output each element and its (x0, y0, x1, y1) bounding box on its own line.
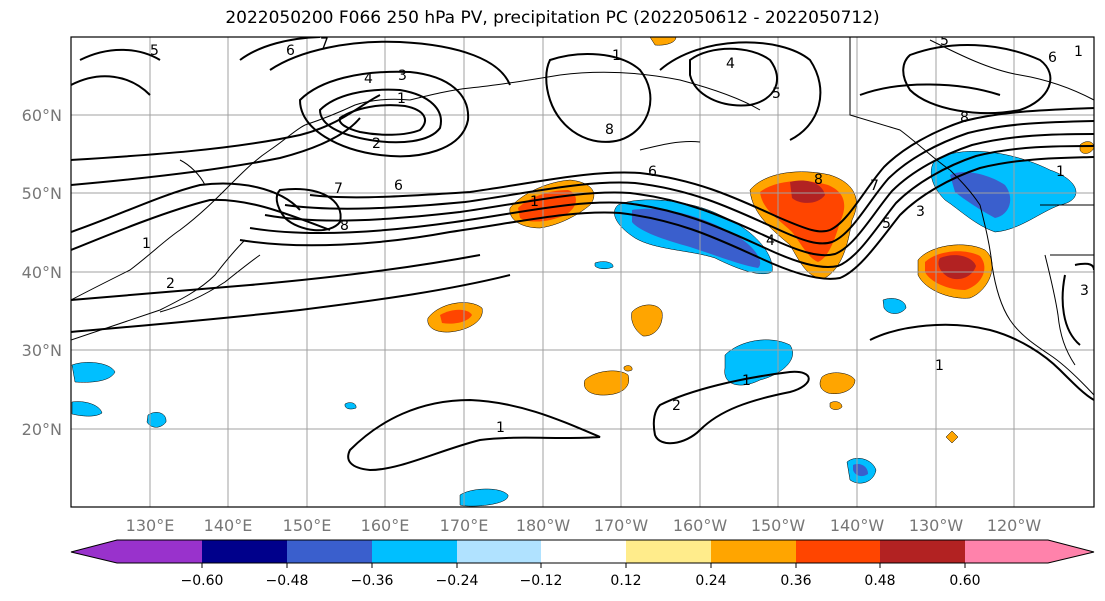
contour-label: 8 (340, 218, 349, 234)
contour-label: 5 (882, 216, 891, 232)
contour-label: 3 (916, 204, 925, 220)
contour-label: 4 (726, 56, 735, 72)
colorbar-tick-label: 0.12 (610, 573, 641, 589)
contour-label: 2 (672, 398, 681, 414)
lon-label: 160°W (673, 516, 728, 535)
colorbar-segment (880, 540, 965, 563)
lon-label: 140°E (204, 516, 253, 535)
contour-label: 1 (1056, 164, 1065, 180)
contour-label: 8 (605, 122, 614, 138)
lat-label: 30°N (22, 341, 62, 360)
lon-label: 140°W (830, 516, 885, 535)
colorbar: −0.60 −0.48 −0.36 −0.24 −0.12 0.12 0.24 … (70, 539, 1095, 589)
colorbar-segment (202, 540, 287, 563)
lon-label: 160°E (361, 516, 410, 535)
contour-label: 7 (320, 36, 329, 52)
contour-label: 6 (286, 43, 295, 59)
colorbar-tick-label: −0.60 (181, 573, 224, 589)
contour-label: 3 (398, 68, 407, 84)
contour-label: 1 (1074, 44, 1083, 60)
colorbar-tick-label: −0.24 (436, 573, 479, 589)
colorbar-segment (965, 540, 1094, 563)
colorbar-segment (796, 540, 880, 563)
lon-label: 150°W (751, 516, 806, 535)
contour-label: 1 (142, 236, 151, 252)
colorbar-tick-label: 0.36 (780, 573, 811, 589)
contour-label: 1 (935, 358, 944, 374)
colorbar-tick-label: −0.48 (266, 573, 309, 589)
graticule (71, 37, 1094, 507)
colorbar-segment (71, 540, 202, 563)
colorbar-segment (711, 540, 796, 563)
colorbar-tick-label: 0.60 (949, 573, 980, 589)
pv-contours (71, 37, 1094, 472)
colorbar-segment (626, 540, 711, 563)
contour-label: 1 (496, 420, 505, 436)
contour-label: 6 (394, 178, 403, 194)
colorbar-tick-label: −0.36 (351, 573, 394, 589)
lon-label: 170°W (594, 516, 649, 535)
contour-label: 7 (870, 178, 879, 194)
coastlines (71, 37, 1094, 396)
lon-label: 180°W (516, 516, 571, 535)
contour-label: 5 (940, 33, 949, 49)
map-frame (70, 36, 1095, 508)
contour-label: 1 (530, 194, 539, 210)
colorbar-tick-label: −0.12 (520, 573, 563, 589)
lat-label: 50°N (22, 184, 62, 203)
contour-label: 1 (397, 91, 406, 107)
contour-label: 1 (612, 48, 621, 64)
contour-label: 5 (150, 43, 159, 59)
lon-label: 120°W (987, 516, 1042, 535)
map-title: 2022050200 F066 250 hPa PV, precipitatio… (225, 8, 880, 28)
lat-label: 20°N (22, 420, 62, 439)
lon-label: 170°E (440, 516, 489, 535)
colorbar-segment (457, 540, 541, 563)
colorbar-segment (372, 540, 457, 563)
contour-label: 5 (772, 86, 781, 102)
contour-label: 4 (364, 71, 373, 87)
colorbar-segment (287, 540, 372, 563)
contour-label: 6 (1048, 50, 1057, 66)
contour-label: 2 (166, 276, 175, 292)
contour-label: 4 (766, 233, 775, 249)
colorbar-outline (70, 539, 1095, 564)
lon-label: 150°E (283, 516, 332, 535)
contour-labels: 5 6 7 4 3 1 2 6 7 8 1 2 1 4 5 8 7 1 5 3 … (142, 33, 1089, 436)
latitude-labels: 60°N 50°N 40°N 30°N 20°N (22, 106, 62, 439)
contour-label: 7 (334, 181, 343, 197)
contour-label: 3 (1080, 283, 1089, 299)
lat-label: 60°N (22, 106, 62, 125)
contour-label: 1 (742, 373, 751, 389)
contour-label: 8 (960, 110, 969, 126)
contour-label: 2 (372, 136, 381, 152)
contour-label: 8 (814, 172, 823, 188)
contour-label: 6 (648, 164, 657, 180)
lat-label: 40°N (22, 263, 62, 282)
lon-label: 130°E (126, 516, 175, 535)
colorbar-tick-label: 0.24 (695, 573, 726, 589)
colorbar-segment (541, 540, 626, 563)
lon-label: 130°W (909, 516, 964, 535)
longitude-labels: 130°E 140°E 150°E 160°E 170°E 180°W 170°… (126, 516, 1042, 535)
colorbar-tick-label: 0.48 (864, 573, 895, 589)
